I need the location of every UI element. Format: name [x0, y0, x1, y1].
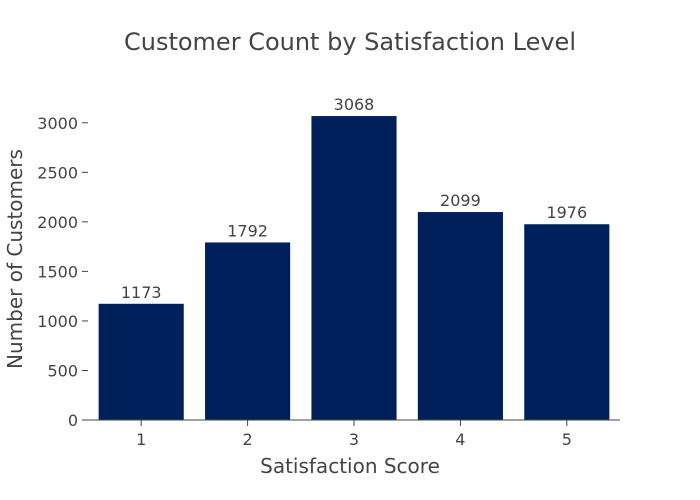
- y-tick-label-1500: 1500: [37, 262, 78, 281]
- x-tick-label-1: 1: [136, 430, 146, 449]
- data-label-1: 1173: [121, 283, 162, 302]
- bar-4[interactable]: [417, 212, 503, 420]
- x-tick-label-2: 2: [243, 430, 253, 449]
- bar-1[interactable]: [98, 303, 184, 420]
- bar-5[interactable]: [524, 224, 610, 420]
- y-tick-label-3000: 3000: [37, 114, 78, 133]
- bar-3[interactable]: [311, 116, 397, 421]
- data-label-5: 1976: [546, 203, 587, 222]
- y-tick-label-2500: 2500: [37, 163, 78, 182]
- x-tick-label-5: 5: [562, 430, 572, 449]
- x-axis: 1 2 3 4 5: [88, 419, 620, 449]
- y-tick-label-0: 0: [68, 411, 78, 430]
- x-tick-label-4: 4: [455, 430, 465, 449]
- y-tick-label-2000: 2000: [37, 213, 78, 232]
- bar-2[interactable]: [205, 242, 291, 420]
- chart-title: Customer Count by Satisfaction Level: [124, 28, 576, 56]
- bars-layer: [98, 116, 610, 421]
- y-axis: 0 500 1000 1500 2000 2500 3000: [37, 114, 88, 430]
- y-axis-title: Number of Customers: [3, 149, 27, 369]
- x-axis-title: Satisfaction Score: [260, 454, 440, 478]
- data-label-4: 2099: [440, 191, 481, 210]
- y-tick-label-1000: 1000: [37, 312, 78, 331]
- data-label-3: 3068: [334, 95, 375, 114]
- x-tick-label-3: 3: [349, 430, 359, 449]
- data-label-2: 1792: [227, 221, 268, 240]
- y-tick-label-500: 500: [47, 361, 78, 380]
- data-labels-layer: 1173 1792 3068 2099 1976: [121, 95, 587, 302]
